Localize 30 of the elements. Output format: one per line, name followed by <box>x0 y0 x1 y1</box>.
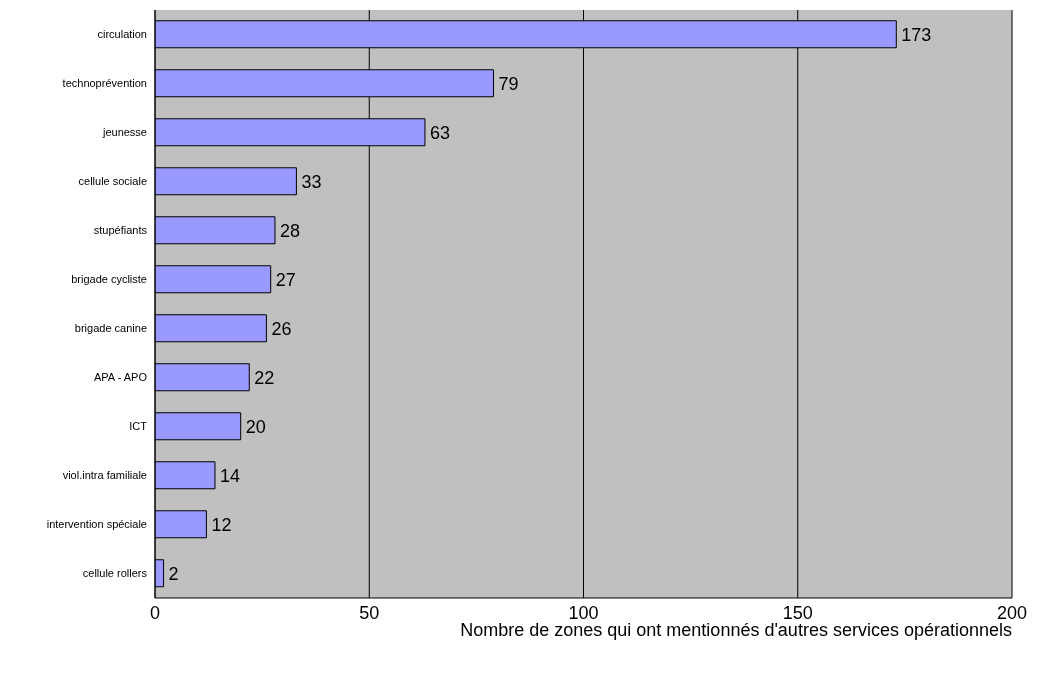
x-axis-title: Nombre de zones qui ont mentionnés d'autres services opérationnels <box>460 620 1012 640</box>
y-tick-label: stupéfiants <box>93 224 148 237</box>
data-label: 63 <box>429 122 450 143</box>
x-tick-label: 150 <box>782 602 813 623</box>
y-tick-label: technoprévention <box>62 77 147 90</box>
data-label: 2 <box>168 563 179 584</box>
y-tick-label: brigade cycliste <box>71 273 147 286</box>
y-tick-label: circulation <box>97 28 147 41</box>
y-tick-label: intervention spéciale <box>46 518 147 531</box>
y-tick-label: brigade canine <box>74 322 147 335</box>
data-label: 173 <box>901 24 932 45</box>
y-tick-label: ICT <box>129 420 148 433</box>
x-tick-label: 100 <box>568 602 599 623</box>
x-tick-label: 200 <box>996 602 1028 623</box>
y-tick-label: jeunesse <box>101 126 147 139</box>
x-tick-label: 50 <box>359 602 380 623</box>
y-tick-label: cellule rollers <box>82 567 148 580</box>
data-label: 12 <box>211 514 232 535</box>
data-label: 33 <box>301 171 322 192</box>
y-tick-label: APA - APO <box>94 371 148 384</box>
data-label: 22 <box>254 367 275 388</box>
data-label: 79 <box>498 73 519 94</box>
data-label: 28 <box>279 220 301 241</box>
x-tick-label: 0 <box>149 602 161 623</box>
data-label: 14 <box>219 465 241 486</box>
data-label: 27 <box>275 269 296 290</box>
y-tick-label: viol.intra familiale <box>62 469 147 482</box>
data-label: 20 <box>245 416 266 437</box>
y-tick-label: cellule sociale <box>78 175 147 188</box>
data-label: 26 <box>271 318 292 339</box>
